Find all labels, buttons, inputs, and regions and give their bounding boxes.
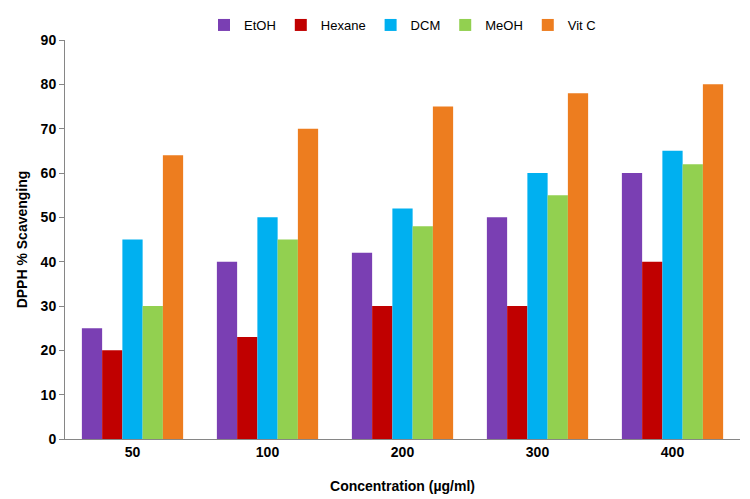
svg-text:Vit C: Vit C <box>568 18 596 33</box>
svg-text:0: 0 <box>48 431 56 447</box>
svg-text:30: 30 <box>41 298 57 314</box>
svg-text:60: 60 <box>41 165 57 181</box>
svg-text:70: 70 <box>41 121 57 137</box>
svg-text:10: 10 <box>41 387 57 403</box>
svg-text:50: 50 <box>41 209 57 225</box>
svg-text:200: 200 <box>391 444 415 460</box>
svg-text:80: 80 <box>41 76 57 92</box>
svg-text:50: 50 <box>125 444 141 460</box>
svg-text:Concentration (µg/ml): Concentration (µg/ml) <box>330 478 475 494</box>
svg-text:40: 40 <box>41 254 57 270</box>
svg-text:100: 100 <box>256 444 280 460</box>
svg-text:20: 20 <box>41 342 57 358</box>
svg-text:90: 90 <box>41 32 57 48</box>
svg-text:DPPH % Scavenging: DPPH % Scavenging <box>14 171 30 309</box>
svg-text:DCM: DCM <box>411 18 441 33</box>
svg-text:MeOH: MeOH <box>485 18 523 33</box>
svg-text:EtOH: EtOH <box>244 18 276 33</box>
svg-text:Hexane: Hexane <box>321 18 366 33</box>
svg-text:300: 300 <box>526 444 550 460</box>
svg-text:400: 400 <box>661 444 685 460</box>
